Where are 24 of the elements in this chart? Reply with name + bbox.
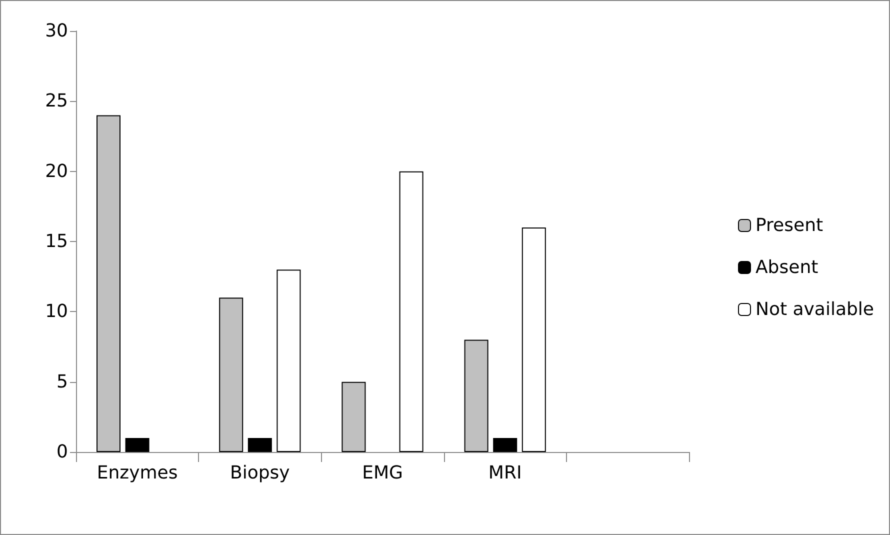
x-tick-label: MRI [488, 462, 522, 484]
bar [219, 298, 244, 452]
legend-label: Absent [755, 257, 818, 278]
x-tick-label: EMG [362, 462, 403, 484]
bar [342, 382, 366, 452]
y-tick-label: 30 [45, 20, 68, 42]
y-tick-label: 15 [45, 231, 68, 252]
y-tick-label: 0 [56, 442, 68, 462]
x-tick-label: Enzymes [96, 462, 178, 484]
bar [276, 270, 301, 452]
legend-label: Not available [755, 299, 874, 320]
bar [96, 115, 120, 452]
y-tick-label: 25 [45, 90, 68, 112]
legend-label: Present [755, 215, 824, 236]
bar [125, 438, 150, 452]
y-tick-label: 10 [45, 301, 68, 322]
bar [464, 340, 488, 452]
bar [248, 438, 272, 452]
bar [399, 171, 424, 452]
y-tick-label: 20 [45, 160, 68, 182]
x-tick-label: Biopsy [230, 462, 290, 484]
bar [522, 227, 546, 452]
y-tick-label: 5 [56, 371, 68, 392]
bar [493, 438, 518, 452]
